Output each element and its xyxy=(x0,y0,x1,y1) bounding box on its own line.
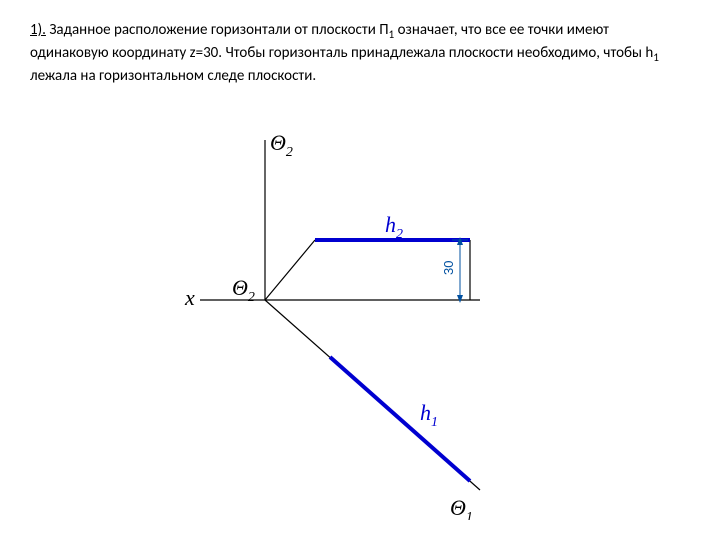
step-number: 1). xyxy=(30,21,46,39)
h2-label: h2 xyxy=(385,212,403,242)
h1-label: h1 xyxy=(420,400,438,430)
para-sub2: 1 xyxy=(653,51,659,65)
dim-value: 30 xyxy=(441,261,456,275)
x-label: x xyxy=(184,285,195,310)
diagram: 30 x Θ2 Θ2 h2 h1 Θ1 xyxy=(170,120,570,520)
projector-line xyxy=(265,240,315,300)
para-part1: Заданное расположение горизонтали от пло… xyxy=(46,21,389,39)
diagram-svg: 30 x Θ2 Θ2 h2 h1 Θ1 xyxy=(170,120,570,520)
theta2-top-label: Θ2 xyxy=(270,130,293,160)
theta1-label: Θ1 xyxy=(450,495,473,520)
para-part3: лежала на горизонтальном следе плоскости… xyxy=(30,67,316,85)
h1-line xyxy=(330,357,470,481)
paragraph-text: 1). Заданное расположение горизонтали от… xyxy=(30,20,690,87)
